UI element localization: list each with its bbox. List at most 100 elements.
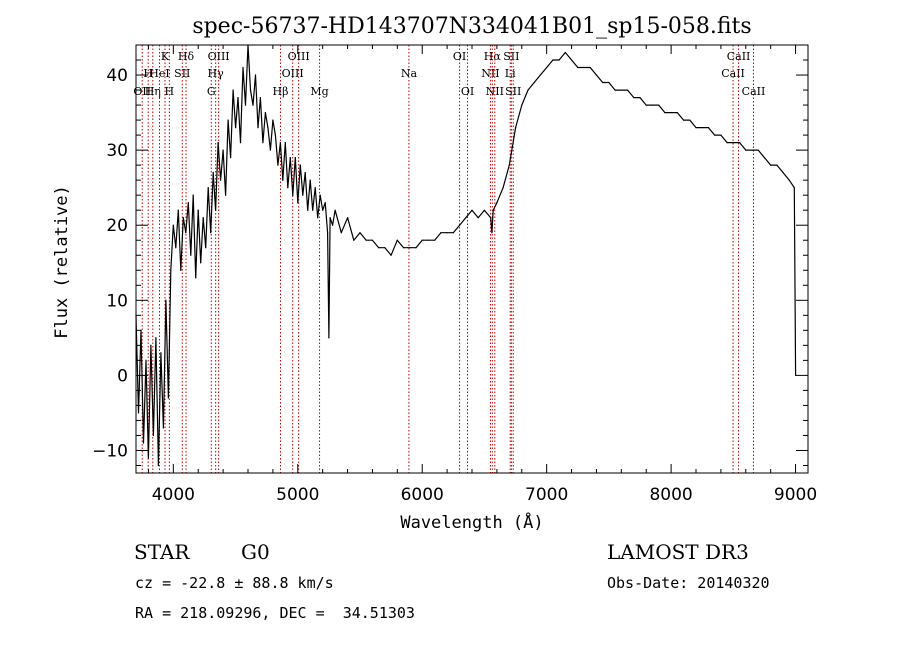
flux-point-135 [658, 104, 660, 106]
flux-point-24 [195, 277, 197, 279]
flux-point-125 [595, 74, 598, 76]
flux-point-50 [259, 97, 261, 99]
line-label-11: Hβ [273, 85, 289, 98]
flux-point-21 [187, 202, 189, 204]
y-tick-label-1: 0 [117, 366, 128, 386]
flux-point-60 [284, 142, 286, 144]
line-label-23: SII [505, 85, 521, 98]
line-label-16: OI [453, 50, 466, 63]
flux-point-6 [150, 344, 152, 346]
y-axis-label: Flux (relative) [52, 185, 72, 339]
flux-point-148 [739, 142, 741, 144]
line-label-6: SII [174, 67, 190, 80]
flux-point-88 [378, 247, 380, 249]
line-label-25: CaII [727, 50, 751, 63]
flux-point-116 [539, 74, 542, 76]
flux-point-93 [409, 247, 411, 249]
flux-point-35 [222, 149, 224, 151]
flux-point-71 [312, 209, 314, 211]
flux-point-150 [751, 149, 753, 151]
chart-title: spec-56737-HD143707N334041B01_sp15-058.f… [192, 14, 751, 39]
line-label-3: HeI [149, 67, 169, 80]
flux-point-117 [546, 66, 548, 69]
flux-point-29 [207, 187, 209, 189]
y-tick-label-4: 30 [106, 141, 128, 161]
flux-point-13 [167, 397, 169, 399]
flux-point-105 [483, 209, 485, 211]
line-label-0: OII [133, 85, 151, 98]
flux-point-112 [515, 127, 517, 129]
flux-point-114 [527, 89, 529, 91]
flux-point-123 [583, 66, 585, 69]
flux-point-18 [180, 269, 182, 271]
flux-point-47 [252, 104, 254, 106]
x-tick-label-2: 6000 [401, 485, 444, 505]
flux-point-55 [272, 119, 274, 121]
line-label-15: Na [401, 67, 418, 80]
flux-point-9 [157, 464, 159, 467]
flux-point-84 [353, 239, 355, 241]
flux-point-121 [571, 59, 573, 61]
flux-point-58 [279, 142, 281, 144]
flux-point-43 [242, 66, 244, 69]
flux-point-8 [155, 337, 157, 339]
flux-point-57 [277, 164, 279, 166]
line-label-4: K [161, 50, 170, 63]
flux-point-37 [227, 119, 229, 121]
flux-point-74 [319, 194, 321, 196]
flux-point-140 [689, 119, 691, 121]
line-label-8: G [207, 85, 216, 98]
y-tick-label-2: 10 [106, 291, 128, 311]
flux-point-149 [745, 149, 747, 151]
flux-point-46 [249, 89, 252, 91]
flux-point-129 [620, 89, 622, 91]
line-label-17: OI [461, 85, 474, 98]
flux-point-99 [446, 232, 448, 234]
flux-point-82 [340, 232, 342, 234]
flux-point-87 [371, 239, 373, 241]
flux-point-34 [220, 179, 222, 181]
flux-point-107 [491, 232, 493, 234]
flux-point-124 [589, 66, 591, 69]
flux-point-113 [521, 104, 523, 106]
line-label-22: SII [503, 50, 519, 63]
flux-point-145 [720, 134, 722, 136]
flux-point-63 [292, 194, 294, 196]
flux-point-136 [664, 112, 666, 114]
flux-point-54 [269, 149, 271, 151]
y-tick-label-0: −10 [92, 441, 128, 461]
flux-point-69 [307, 209, 309, 211]
flux-point-132 [639, 97, 641, 99]
flux-point-4 [145, 359, 147, 361]
flux-point-152 [763, 157, 766, 159]
flux-point-111 [508, 164, 510, 166]
flux-point-14 [170, 269, 172, 271]
flux-point-33 [217, 142, 219, 144]
flux-point-154 [776, 164, 778, 166]
flux-point-23 [192, 194, 194, 196]
redshift-cz: cz = -22.8 ± 88.8 km/s [135, 574, 334, 592]
flux-point-108 [492, 209, 494, 211]
flux-point-144 [714, 134, 716, 136]
flux-point-75 [322, 209, 324, 211]
line-label-26: CaII [742, 85, 766, 98]
flux-point-90 [390, 254, 392, 256]
flux-point-66 [299, 164, 301, 166]
flux-point-19 [182, 217, 184, 219]
flux-point-3 [142, 442, 145, 444]
flux-point-101 [459, 224, 461, 226]
flux-point-86 [365, 239, 367, 241]
flux-point-17 [177, 209, 179, 211]
x-tick-label-1: 5000 [276, 485, 319, 505]
flux-point-25 [197, 209, 199, 211]
emission-line-markers: OIIHHηHeIKHSIIHδGHγOIIIHβOIIIOIIIMgNaOIO… [133, 45, 765, 473]
flux-point-81 [334, 209, 336, 211]
flux-point-100 [452, 232, 454, 234]
flux-point-52 [264, 112, 266, 114]
flux-point-40 [235, 127, 237, 129]
flux-point-15 [172, 224, 174, 226]
flux-point-30 [210, 232, 212, 234]
flux-point-31 [212, 172, 214, 174]
flux-point-98 [440, 232, 442, 234]
flux-point-130 [627, 89, 629, 91]
